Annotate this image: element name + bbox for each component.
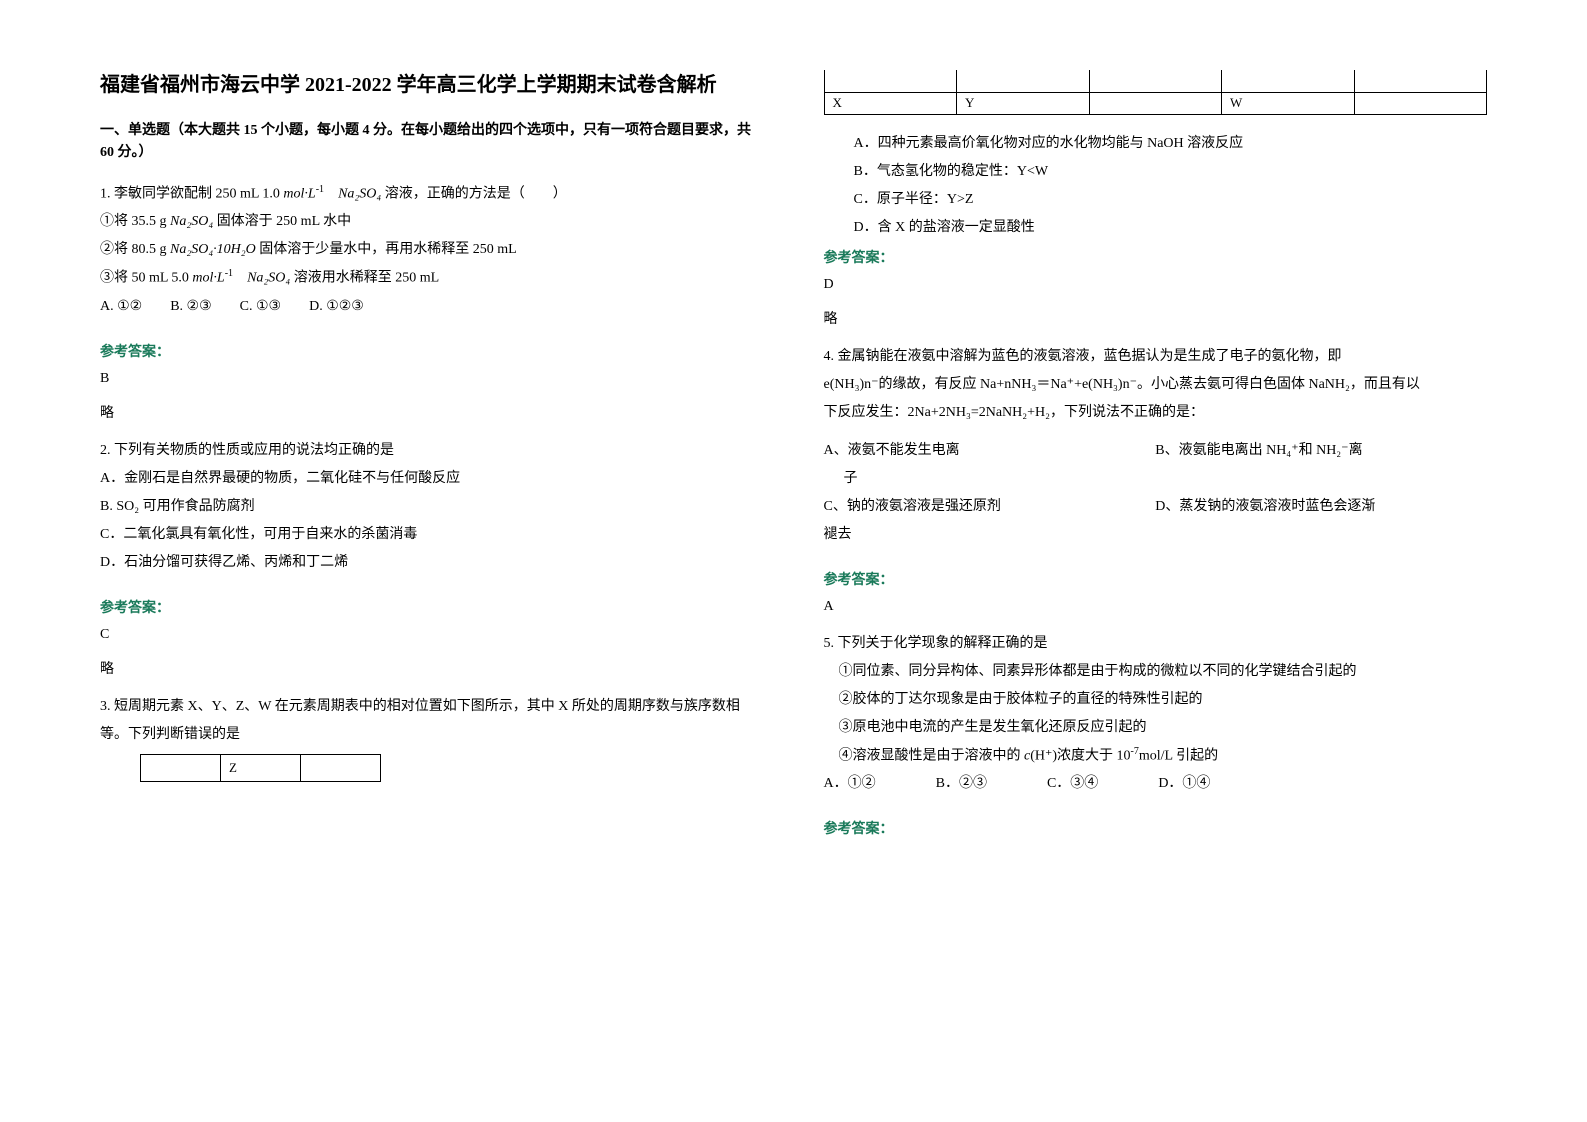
question-3: 3. 短周期元素 X、Y、Z、W 在元素周期表中的相对位置如下图所示，其中 X …	[100, 693, 764, 782]
q4-stem2: e(NH₃)n⁻的缘故，有反应 Na+nNH₃＝Na⁺+e(NH₃)n⁻。小心蒸…	[824, 371, 1488, 399]
q5-opt4-exp: -7	[1131, 746, 1139, 757]
q5-opt3: ③原电池中电流的产生是发生氧化还原反应引起的	[839, 714, 1488, 742]
q5-choices-row: A．①② B．②③ C．③④ D．①④	[824, 770, 1488, 798]
q3b-cell-empty4	[1222, 70, 1355, 92]
q2-option-a: A．金刚石是自然界最硬的物质，二氧化硅不与任何酸反应	[100, 465, 764, 493]
q4-stem1: 4. 金属钠能在液氨中溶解为蓝色的液氨溶液，蓝色据认为是生成了电子的氨化物，即	[824, 343, 1488, 371]
q3b-cell-empty7	[1354, 92, 1487, 114]
q5-opt2: ②胶体的丁达尔现象是由于胶体粒子的直径的特殊性引起的	[839, 686, 1488, 714]
q2-stem: 2. 下列有关物质的性质或应用的说法均正确的是	[100, 437, 764, 465]
question-1: 1. 李敏同学欲配制 250 mL 1.0 mol·L-1 Na₂SO₄ 溶液，…	[100, 180, 764, 321]
q3b-cell-empty6	[1089, 92, 1222, 114]
q3-table-top: Z	[140, 754, 381, 782]
q1-opt1-formula: Na₂SO₄	[170, 214, 213, 229]
q1-opt3-exp: -1	[225, 268, 233, 279]
q1-opt1: ①将 35.5 g Na₂SO₄ 固体溶于 250 mL 水中	[100, 208, 764, 236]
q2-option-c: C．二氧化氯具有氧化性，可用于自来水的杀菌消毒	[100, 521, 764, 549]
q1-formula: Na₂SO₄	[338, 186, 381, 201]
q5-opt4: ④溶液显酸性是由于溶液中的 c(H⁺)浓度大于 10-7mol/L 引起的	[839, 742, 1488, 771]
q1-answer-label: 参考答案：	[100, 341, 764, 361]
q5-choice-a: A．①②	[824, 770, 876, 798]
q1-opt2: ②将 80.5 g Na₂SO₄·10H₂O 固体溶于少量水中，再用水稀释至 2…	[100, 236, 764, 264]
q3b-cell-x: X	[824, 92, 957, 114]
q4-stem3: 下反应发生：2Na+2NH₃=2NaNH₂+H₂，下列说法不正确的是：	[824, 399, 1488, 427]
q1-opt2-prefix: ②将 80.5 g	[100, 242, 170, 257]
q3b-cell-empty5	[1354, 70, 1487, 92]
q3-table-bottom: X Y W	[824, 70, 1488, 115]
q4-option-d: D、蒸发钠的液氨溶液时蓝色会逐渐	[1155, 493, 1487, 521]
q1-exp: -1	[316, 184, 324, 195]
question-5: 5. 下列关于化学现象的解释正确的是 ①同位素、同分异构体、同素异形体都是由于构…	[824, 630, 1488, 799]
q4-option-c: C、钠的液氨溶液是强还原剂	[824, 493, 1156, 521]
q3-stem: 3. 短周期元素 X、Y、Z、W 在元素周期表中的相对位置如下图所示，其中 X …	[100, 693, 764, 749]
q3-option-c: C．原子半径：Y>Z	[854, 186, 1488, 214]
q4-option-b-cont: 子	[844, 465, 1488, 493]
q5-opt1: ①同位素、同分异构体、同素异形体都是由于构成的微粒以不同的化学键结合引起的	[839, 658, 1488, 686]
q4-row-cd: C、钠的液氨溶液是强还原剂 D、蒸发钠的液氨溶液时蓝色会逐渐	[824, 493, 1488, 521]
q1-stem-suffix: 溶液，正确的方法是（ ）	[381, 186, 567, 201]
q1-opt3: ③将 50 mL 5.0 mol·L-1 Na₂SO₄ 溶液用水稀释至 250 …	[100, 264, 764, 293]
q3-cell-empty2	[301, 755, 381, 782]
left-column: 福建省福州市海云中学 2021-2022 学年高三化学上学期期末试卷含解析 一、…	[100, 70, 764, 1052]
q5-choice-b: B．②③	[936, 770, 987, 798]
q1-opt1-suffix: 固体溶于 250 mL 水中	[213, 214, 351, 229]
q1-opt1-prefix: ①将 35.5 g	[100, 214, 170, 229]
q3-answer: D	[824, 277, 1488, 293]
document-title: 福建省福州市海云中学 2021-2022 学年高三化学上学期期末试卷含解析	[100, 70, 764, 100]
q3b-cell-empty3	[1089, 70, 1222, 92]
question-2: 2. 下列有关物质的性质或应用的说法均正确的是 A．金刚石是自然界最硬的物质，二…	[100, 437, 764, 577]
q1-opt3-prefix: ③将 50 mL 5.0	[100, 271, 192, 286]
q5-choice-d: D．①④	[1158, 770, 1210, 798]
q4-row-ab: A、液氨不能发生电离 B、液氨能电离出 NH₄⁺和 NH₂⁻离	[824, 437, 1488, 465]
q4-option-a: A、液氨不能发生电离	[824, 437, 1156, 465]
q1-stem-prefix: 1. 李敏同学欲配制 250 mL 1.0	[100, 186, 283, 201]
q2-brief: 略	[100, 658, 764, 678]
q2-option-b: B. SO₂ 可用作食品防腐剂	[100, 493, 764, 521]
q4-option-b: B、液氨能电离出 NH₄⁺和 NH₂⁻离	[1155, 437, 1487, 465]
q3b-cell-empty1	[824, 70, 957, 92]
q1-brief: 略	[100, 402, 764, 422]
q2-answer: C	[100, 627, 764, 643]
q5-opt4-prefix: ④溶液显酸性是由于溶液中的	[839, 748, 1025, 763]
q5-stem: 5. 下列关于化学现象的解释正确的是	[824, 630, 1488, 658]
q1-choices: A. ①② B. ②③ C. ①③ D. ①②③	[100, 293, 764, 321]
q3-cell-empty1	[141, 755, 221, 782]
q3-option-d: D．含 X 的盐溶液一定显酸性	[854, 214, 1488, 242]
q3b-cell-w: W	[1222, 92, 1355, 114]
right-column: X Y W A．四种元素最高价氧化物对应的水化物均能与 NaOH 溶液反应 B．…	[824, 70, 1488, 1052]
q5-choice-c: C．③④	[1047, 770, 1098, 798]
q3-answer-label: 参考答案：	[824, 247, 1488, 267]
q4-answer: A	[824, 599, 1488, 615]
q1-unit: mol·L	[283, 186, 315, 201]
q1-opt2-formula: Na₂SO₄·10H₂O	[170, 242, 256, 257]
q3b-cell-y: Y	[957, 92, 1090, 114]
q1-opt3-formula: Na₂SO₄	[247, 271, 290, 286]
q1-opt3-unit: mol·L	[192, 271, 224, 286]
q3b-cell-empty2	[957, 70, 1090, 92]
q5-answer-label: 参考答案：	[824, 818, 1488, 838]
q2-answer-label: 参考答案：	[100, 597, 764, 617]
q5-opt4-mid: (H⁺)浓度大于 10	[1030, 748, 1130, 763]
q3-option-b: B．气态氢化物的稳定性：Y<W	[854, 158, 1488, 186]
section-header: 一、单选题（本大题共 15 个小题，每小题 4 分。在每小题给出的四个选项中，只…	[100, 120, 764, 165]
q4-answer-label: 参考答案：	[824, 569, 1488, 589]
q1-opt3-suffix: 溶液用水稀释至 250 mL	[290, 271, 439, 286]
question-4: 4. 金属钠能在液氨中溶解为蓝色的液氨溶液，蓝色据认为是生成了电子的氨化物，即 …	[824, 343, 1488, 549]
q1-opt2-suffix: 固体溶于少量水中，再用水稀释至 250 mL	[256, 242, 517, 257]
q2-option-d: D．石油分馏可获得乙烯、丙烯和丁二烯	[100, 549, 764, 577]
q3-cell-z: Z	[221, 755, 301, 782]
q3-brief: 略	[824, 308, 1488, 328]
q1-answer: B	[100, 371, 764, 387]
q4-option-d-cont: 褪去	[824, 521, 1488, 549]
spacer	[824, 427, 1488, 437]
q1-stem: 1. 李敏同学欲配制 250 mL 1.0 mol·L-1 Na₂SO₄ 溶液，…	[100, 180, 764, 209]
q3-option-a: A．四种元素最高价氧化物对应的水化物均能与 NaOH 溶液反应	[854, 130, 1488, 158]
q5-opt4-suffix: mol/L 引起的	[1139, 748, 1218, 763]
